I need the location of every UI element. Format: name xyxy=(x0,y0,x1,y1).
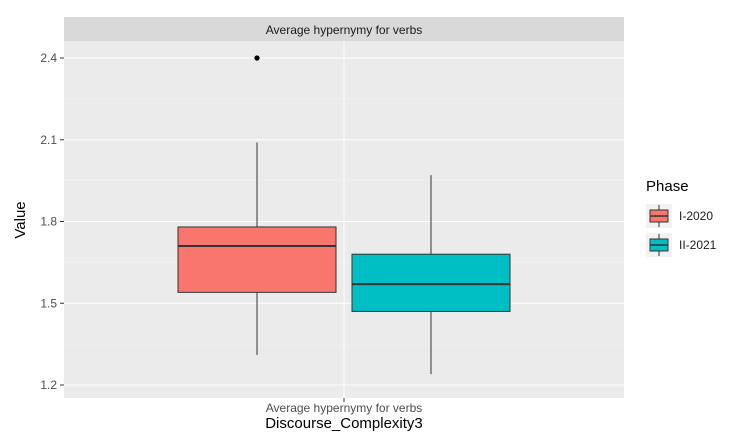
legend-label: II-2021 xyxy=(679,238,717,252)
x-tick-label: Average hypernymy for verbs xyxy=(266,401,423,415)
legend-key-I-2020 xyxy=(646,204,672,228)
box-II-2021 xyxy=(351,175,511,375)
legend: Phase I-2020 II-2021 xyxy=(646,178,717,257)
y-tick-label: 1.5 xyxy=(40,296,57,310)
x-axis: Average hypernymy for verbs xyxy=(266,398,423,415)
box-I-2020 xyxy=(177,55,337,356)
outlier-point xyxy=(254,55,260,61)
legend-title: Phase xyxy=(646,178,689,195)
x-axis-title: Discourse_Complexity3 xyxy=(265,415,423,432)
facet-strip xyxy=(64,17,624,41)
major-gridlines xyxy=(64,41,624,398)
y-tick-label: 1.2 xyxy=(40,378,57,392)
facet-title: Average hypernymy for verbs xyxy=(266,23,423,37)
y-tick-label: 2.4 xyxy=(40,51,57,65)
y-axis: 1.2 1.5 1.8 2.1 2.4 xyxy=(40,51,64,392)
legend-key-II-2021 xyxy=(646,233,672,257)
legend-label: I-2020 xyxy=(679,209,713,223)
box-body xyxy=(177,226,337,293)
y-tick-label: 2.1 xyxy=(40,133,57,147)
y-tick-label: 1.8 xyxy=(40,215,57,229)
y-axis-title: Value xyxy=(12,201,29,238)
box-body xyxy=(351,253,511,312)
box-group xyxy=(177,55,511,375)
